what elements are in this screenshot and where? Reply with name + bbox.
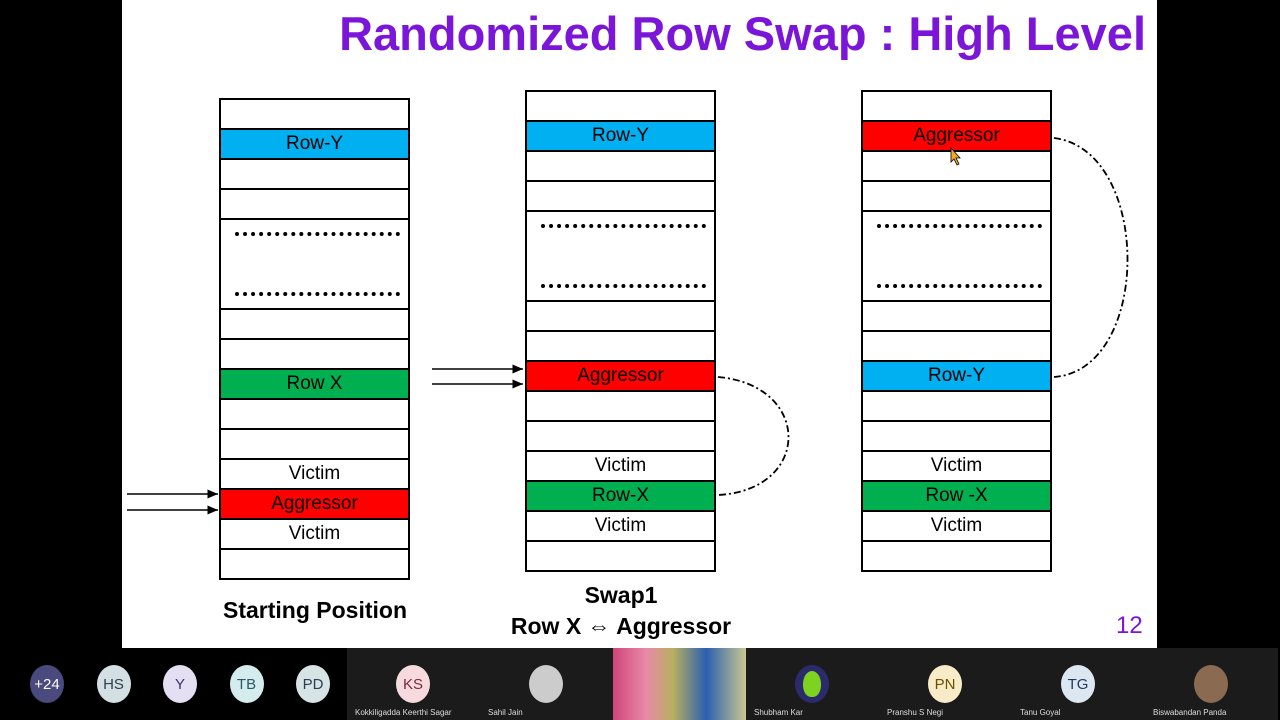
dram-row [525,540,716,572]
swap-curve [1053,137,1129,378]
page-number: 12 [1116,612,1143,639]
slide-title: Randomized Row Swap : High Level [339,7,1146,60]
participant-name: Pranshu S Negi [887,708,944,717]
participant-tile[interactable]: Sahil Jain [480,648,613,720]
participant-avatar[interactable]: PD [296,665,330,703]
row-label: Row-Y [591,125,649,146]
dram-row: Row -X [861,480,1052,512]
column-caption: Row X ⇔ Aggressor [510,613,732,639]
swap-curve [717,376,790,496]
participant-name: Biswabandan Panda [1153,708,1227,717]
row-label: Aggressor [913,125,1000,146]
participant-tile[interactable]: TG Tanu Goyal [1012,648,1145,720]
participant-tile[interactable]: Shubham Kar [746,648,879,720]
participant-avatar[interactable]: +24 [30,665,64,703]
alien-icon [803,671,821,697]
participant-avatar[interactable]: Y [163,665,197,703]
participant-tile[interactable]: KS Kokkiligadda Keerthi Sagar [347,648,480,720]
ellipsis-dots [541,284,706,288]
participant-name: Kokkiligadda Keerthi Sagar [355,708,452,717]
participant-avatar: KS [396,665,430,703]
mouse-cursor-icon [950,146,961,166]
dram-row [861,540,1052,572]
row-label: Victim [288,463,341,484]
row-label: Row -X [925,485,988,506]
participant-avatar: PN [928,665,962,703]
row-label: Victim [594,455,647,476]
ellipsis-dots [541,224,706,228]
dram-row [219,548,410,580]
column-caption: Starting Position [223,597,407,623]
active-speaker-video[interactable] [613,648,746,720]
ellipsis-dots [877,284,1042,288]
row-label: Victim [594,515,647,536]
row-label: Row-Y [285,133,343,154]
row-label: Row X [286,373,343,394]
participant-tile[interactable]: PN Pranshu S Negi [879,648,1012,720]
participant-strip: +24 HS Y TB PD KS Kokkiligadda Keerthi Sagar Sa… [0,648,1280,720]
participant-photo [1194,665,1228,703]
participant-photo [795,665,829,703]
row-label: Victim [930,455,983,476]
participant-name: Shubham Kar [754,708,803,717]
presentation-slide: Randomized Row Swap : High Level Row-Y Ro… [122,0,1157,648]
participant-avatar[interactable]: TB [229,665,264,703]
column-caption: Swap1 [584,582,658,608]
ellipsis-dots [877,224,1042,228]
participant-avatar[interactable]: HS [96,665,131,703]
row-label: Row-Y [927,365,985,386]
participant-name: Sahil Jain [488,708,523,717]
dram-row: Row-Y [861,360,1052,392]
arrows-overlay [127,137,1129,515]
dram-row: Aggressor [219,488,410,520]
participant-photo [529,665,563,703]
participant-avatar: TG [1061,665,1095,703]
row-label: Victim [930,515,983,536]
ellipsis-dots [235,292,400,296]
dram-row: Row-Y [219,128,410,160]
row-label: Aggressor [577,365,664,386]
row-label: Aggressor [271,493,358,514]
dram-row: Row-X [525,480,716,512]
ellipsis-dots [235,232,400,236]
row-label: Victim [288,523,341,544]
participant-name: Tanu Goyal [1020,708,1061,717]
row-label: Row-X [591,485,649,506]
participant-tile[interactable]: Biswabandan Panda [1145,648,1278,720]
